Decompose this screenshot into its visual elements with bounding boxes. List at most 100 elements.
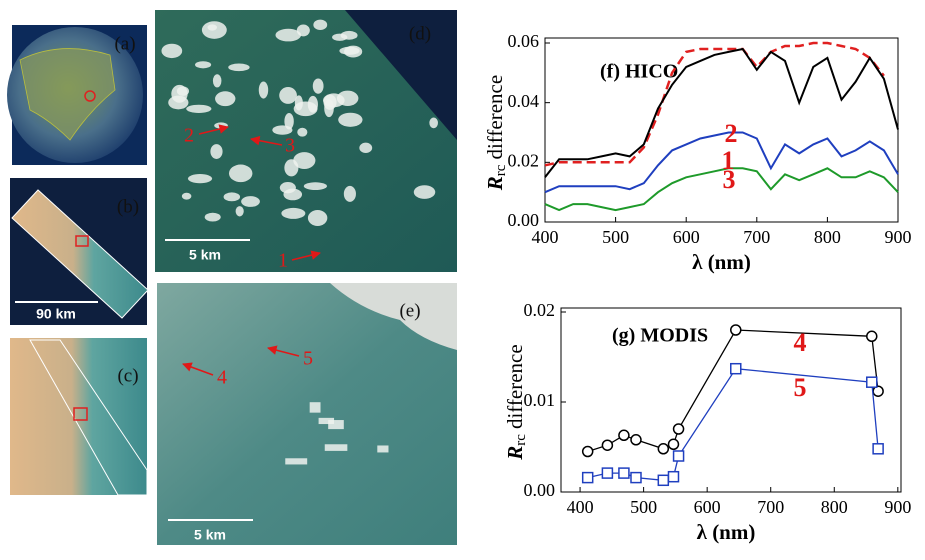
chart-title: (g) MODIS <box>612 325 708 347</box>
marker <box>873 444 883 454</box>
cloud <box>259 81 268 98</box>
marker <box>867 331 877 341</box>
cloud <box>308 210 327 226</box>
scale-label: 90 km <box>36 306 76 322</box>
annotation: 4 <box>794 328 807 357</box>
cloud <box>186 105 211 113</box>
y-tick-label: 0.00 <box>508 210 540 230</box>
arrow-label: 2 <box>184 125 194 147</box>
y-tick-label: 0.02 <box>508 150 540 170</box>
cloud <box>241 196 260 207</box>
cloud <box>313 20 327 30</box>
panel-label: (b) <box>117 196 139 217</box>
marker <box>668 472 678 482</box>
y-axis-label-part: rc <box>513 434 529 446</box>
x-tick-label: 900 <box>884 497 911 517</box>
x-tick-label: 500 <box>602 227 629 247</box>
image-c <box>10 338 147 495</box>
cloud <box>195 61 211 68</box>
cloud <box>279 87 297 104</box>
y-axis-label-part: difference <box>483 75 507 160</box>
cloud <box>215 91 235 106</box>
y-tick-label: 0.00 <box>524 480 556 500</box>
cloud <box>313 78 324 93</box>
marker <box>583 447 593 457</box>
marker <box>731 325 741 335</box>
cloud <box>294 101 318 116</box>
cloud <box>429 118 438 129</box>
annotation: 3 <box>723 165 736 194</box>
cloud <box>182 193 191 200</box>
marker <box>619 430 629 440</box>
cloud <box>171 85 187 103</box>
cloud <box>332 34 347 41</box>
scale-label: 5 km <box>194 527 226 543</box>
marker <box>674 451 684 461</box>
x-tick-label: 900 <box>885 227 912 247</box>
cloud <box>205 213 221 222</box>
cloud <box>338 113 362 127</box>
y-tick-label: 0.04 <box>508 91 540 111</box>
series-line <box>588 369 878 481</box>
figure: (a) 90 km (b) (c) 5 km (d) 1 2 3 5 km (e… <box>0 0 925 560</box>
x-axis-label: λ (nm) <box>692 250 751 274</box>
annotation: 5 <box>794 373 807 402</box>
cloud <box>188 174 212 183</box>
x-tick-label: 500 <box>630 497 657 517</box>
cloud <box>229 165 252 183</box>
marker <box>668 439 678 449</box>
y-axis-label-part: R <box>503 446 527 461</box>
marker <box>583 473 593 483</box>
cloud <box>297 128 307 137</box>
x-tick-label: 400 <box>532 227 559 247</box>
cloud <box>236 206 244 216</box>
cloud <box>337 91 359 106</box>
cloud <box>224 192 240 201</box>
marker <box>674 424 684 434</box>
x-tick-label: 700 <box>743 227 770 247</box>
y-axis-label-part: R <box>483 176 507 191</box>
y-tick-label: 0.02 <box>524 300 556 320</box>
cloud <box>210 144 222 159</box>
series-line <box>588 330 878 452</box>
cloud <box>283 189 302 201</box>
marker <box>631 435 641 445</box>
cloud <box>281 208 305 219</box>
arrow-label: 1 <box>278 250 288 272</box>
cloud <box>207 24 216 30</box>
panel-label: (d) <box>409 23 431 44</box>
panel-c: (c) <box>10 338 147 495</box>
cloud <box>324 99 334 117</box>
panel-b: 90 km (b) <box>10 178 148 325</box>
cloud <box>161 44 182 58</box>
cloud <box>339 47 359 55</box>
arrow-label: 5 <box>303 348 313 370</box>
cloud <box>304 182 327 190</box>
y-axis-label-part: rc <box>493 164 509 176</box>
plot-frame <box>545 38 898 222</box>
marker <box>658 475 668 485</box>
x-tick-label: 800 <box>814 227 841 247</box>
arrow-label: 4 <box>217 367 227 389</box>
cloud <box>325 444 348 451</box>
panel-label: (a) <box>114 33 135 54</box>
panel-label: (c) <box>117 365 138 386</box>
marker <box>867 377 877 387</box>
y-axis-label: Rrcdifference <box>503 344 530 460</box>
cloud <box>285 458 307 464</box>
x-tick-label: 600 <box>694 497 721 517</box>
marker <box>602 468 612 478</box>
cloud <box>228 64 249 72</box>
x-axis-label: λ (nm) <box>697 520 756 544</box>
cloud <box>276 29 302 42</box>
y-tick-label: 0.06 <box>508 31 540 51</box>
arrow-label: 3 <box>285 135 295 157</box>
marker <box>631 473 641 483</box>
cloud <box>293 152 315 169</box>
cloud <box>359 143 372 153</box>
annotation: 2 <box>725 119 738 148</box>
panel-d: 5 km (d) 1 2 3 <box>155 10 457 272</box>
cloud <box>272 125 292 134</box>
panel-label: (e) <box>399 300 420 321</box>
